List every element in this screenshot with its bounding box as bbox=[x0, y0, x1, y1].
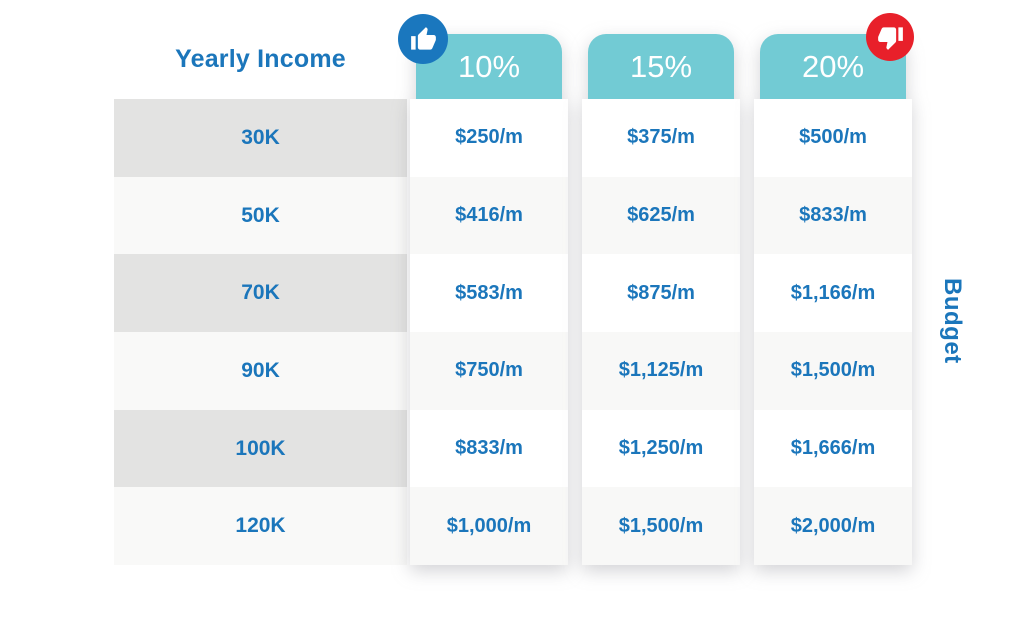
cell-90k-10: $750/m bbox=[410, 332, 568, 410]
income-column: 30K 50K 70K 90K 100K 120K bbox=[114, 99, 407, 566]
column-card-15-percent: 15% $375/m $625/m $875/m $1,125/m $1,250… bbox=[582, 34, 740, 566]
cell-30k-20: $500/m bbox=[754, 99, 912, 177]
thumbs-up-icon bbox=[410, 26, 437, 53]
cell-50k-15: $625/m bbox=[582, 176, 740, 255]
thumbs-down-badge bbox=[866, 13, 914, 61]
income-row-50k: 50K bbox=[114, 176, 407, 255]
cell-120k-10: $1,000/m bbox=[410, 487, 568, 566]
column-body-10-percent: $250/m $416/m $583/m $750/m $833/m $1,00… bbox=[410, 99, 568, 566]
cell-100k-15: $1,250/m bbox=[582, 409, 740, 488]
cell-120k-20: $2,000/m bbox=[754, 487, 912, 566]
income-row-90k: 90K bbox=[114, 332, 407, 410]
column-card-20-percent: 20% $500/m $833/m $1,166/m $1,500/m $1,6… bbox=[754, 34, 912, 566]
income-row-70k: 70K bbox=[114, 254, 407, 333]
cell-90k-20: $1,500/m bbox=[754, 332, 912, 410]
cell-100k-10: $833/m bbox=[410, 409, 568, 488]
income-row-100k: 100K bbox=[114, 409, 407, 488]
column-body-20-percent: $500/m $833/m $1,166/m $1,500/m $1,666/m… bbox=[754, 99, 912, 566]
income-row-30k: 30K bbox=[114, 99, 407, 177]
cell-50k-20: $833/m bbox=[754, 176, 912, 255]
column-header-20-percent: 20% bbox=[760, 34, 906, 99]
cell-30k-10: $250/m bbox=[410, 99, 568, 177]
page-title: Yearly Income bbox=[175, 45, 346, 73]
cell-100k-20: $1,666/m bbox=[754, 409, 912, 488]
column-card-10-percent: 10% $250/m $416/m $583/m $750/m $833/m $… bbox=[410, 34, 568, 566]
budget-axis-label: Budget bbox=[939, 278, 966, 364]
cell-90k-15: $1,125/m bbox=[582, 332, 740, 410]
thumbs-up-badge bbox=[398, 14, 448, 64]
column-header-15-percent: 15% bbox=[588, 34, 734, 99]
cell-30k-15: $375/m bbox=[582, 99, 740, 177]
cell-70k-15: $875/m bbox=[582, 254, 740, 333]
thumbs-down-icon bbox=[877, 24, 904, 51]
column-body-15-percent: $375/m $625/m $875/m $1,125/m $1,250/m $… bbox=[582, 99, 740, 566]
cell-70k-10: $583/m bbox=[410, 254, 568, 333]
column-header-10-percent: 10% bbox=[416, 34, 562, 99]
cell-70k-20: $1,166/m bbox=[754, 254, 912, 333]
cell-120k-15: $1,500/m bbox=[582, 487, 740, 566]
cell-50k-10: $416/m bbox=[410, 176, 568, 255]
income-row-120k: 120K bbox=[114, 487, 407, 566]
